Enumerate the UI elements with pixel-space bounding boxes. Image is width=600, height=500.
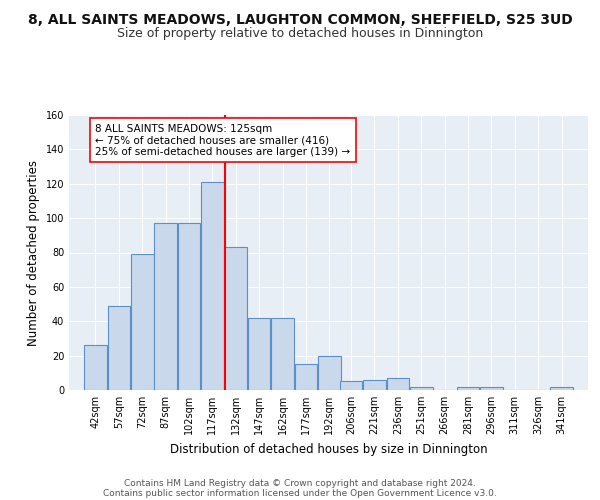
Y-axis label: Number of detached properties: Number of detached properties	[27, 160, 40, 346]
Bar	[480, 386, 503, 390]
Bar	[248, 318, 271, 390]
Text: 8 ALL SAINTS MEADOWS: 125sqm
← 75% of detached houses are smaller (416)
25% of s: 8 ALL SAINTS MEADOWS: 125sqm ← 75% of de…	[95, 124, 350, 157]
Bar	[363, 380, 386, 390]
Bar	[131, 254, 154, 390]
Bar	[457, 386, 479, 390]
Bar	[154, 224, 177, 390]
Bar	[318, 356, 341, 390]
Bar	[107, 306, 130, 390]
Bar	[271, 318, 294, 390]
Bar	[178, 224, 200, 390]
Bar	[84, 346, 107, 390]
Bar	[224, 248, 247, 390]
X-axis label: Distribution of detached houses by size in Dinnington: Distribution of detached houses by size …	[170, 442, 487, 456]
Bar	[201, 182, 224, 390]
Bar	[340, 382, 362, 390]
Text: Contains HM Land Registry data © Crown copyright and database right 2024.: Contains HM Land Registry data © Crown c…	[124, 478, 476, 488]
Text: Contains public sector information licensed under the Open Government Licence v3: Contains public sector information licen…	[103, 488, 497, 498]
Bar	[410, 386, 433, 390]
Bar	[550, 386, 573, 390]
Text: Size of property relative to detached houses in Dinnington: Size of property relative to detached ho…	[117, 28, 483, 40]
Text: 8, ALL SAINTS MEADOWS, LAUGHTON COMMON, SHEFFIELD, S25 3UD: 8, ALL SAINTS MEADOWS, LAUGHTON COMMON, …	[28, 12, 572, 26]
Bar	[295, 364, 317, 390]
Bar	[386, 378, 409, 390]
